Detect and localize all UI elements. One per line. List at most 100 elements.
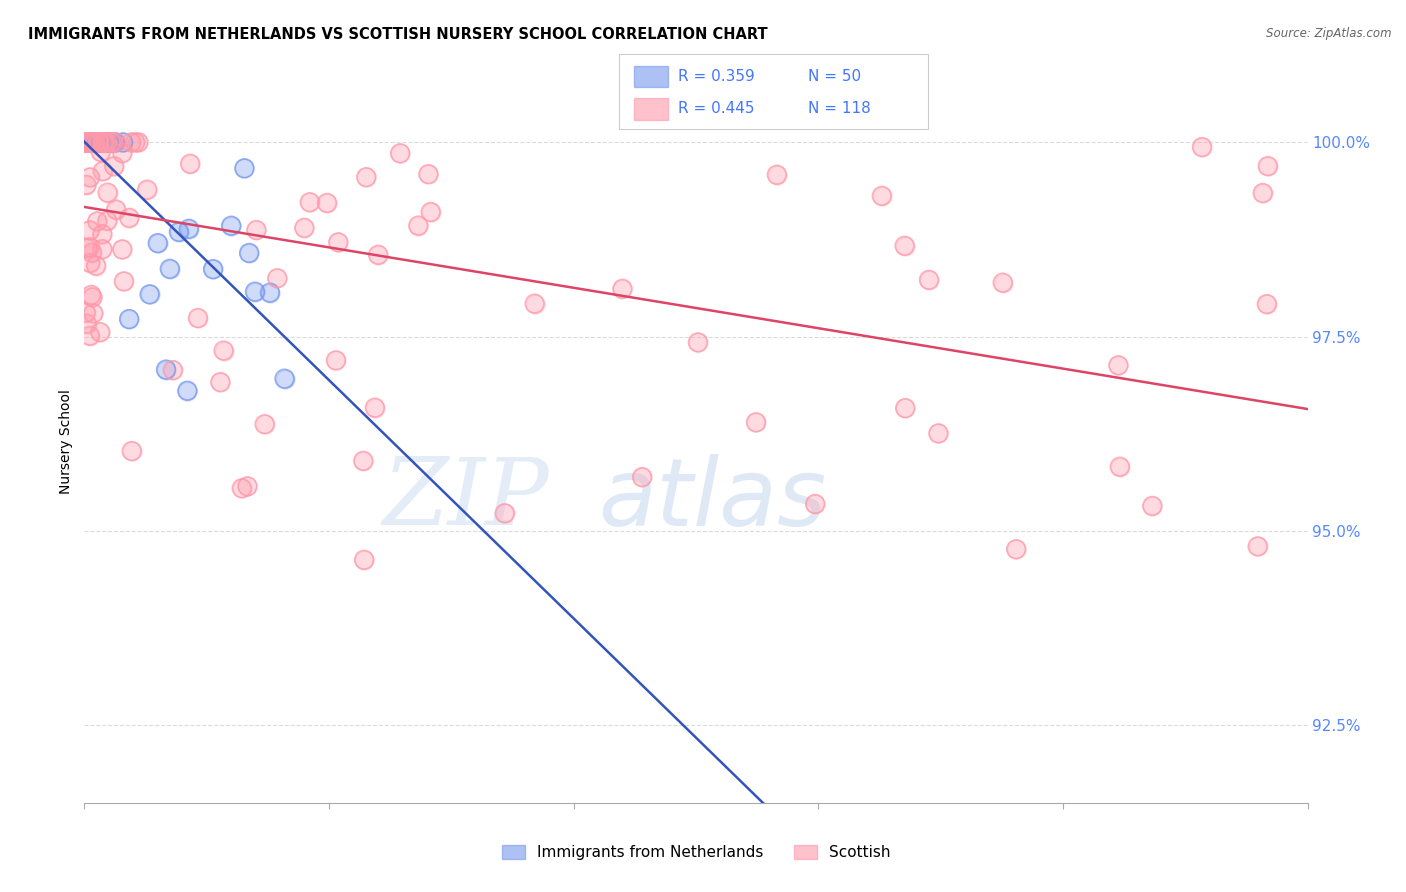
Point [104,136,127,150]
Point [82,306,104,320]
Point [82,136,104,150]
Point [77,136,100,150]
Point [75,136,97,150]
Point [82,136,104,150]
Point [894,401,917,416]
Point [100,136,122,150]
Point [77,136,100,150]
Point [273,372,295,386]
Point [98,136,121,150]
Point [87,136,110,150]
Point [243,285,266,299]
Point [686,335,709,350]
Point [77,136,100,150]
Point [266,271,288,285]
Point [1251,186,1274,200]
Point [98,136,121,150]
Point [91,242,114,256]
Point [316,196,339,211]
Point [1257,159,1279,173]
Point [97,136,120,150]
Point [103,159,125,173]
Point [79,170,101,185]
Point [79,256,101,270]
Point [325,353,347,368]
Point [89,136,111,150]
Point [870,189,893,203]
Point [93,136,115,150]
Point [80,136,103,150]
Point [177,221,200,235]
Point [84,259,107,273]
Point [118,211,141,225]
Point [91,136,114,150]
Point [84,136,107,150]
Point [82,290,104,304]
Point [79,136,101,150]
Point [93,136,115,150]
Point [80,136,103,150]
Point [136,183,159,197]
Point [75,136,97,150]
Point [219,219,242,233]
Point [86,136,108,150]
Point [91,227,114,242]
Point [76,136,98,150]
Point [91,242,114,256]
Point [98,136,121,150]
Point [90,145,112,159]
Point [84,136,107,150]
Point [77,136,100,150]
Point [612,282,634,296]
Point [96,214,118,228]
Point [76,241,98,255]
Point [77,136,100,150]
Point [176,384,198,398]
Point [75,136,97,150]
Point [77,136,100,150]
Point [354,170,377,185]
Point [89,136,111,150]
Point [90,136,112,150]
Point [631,470,654,484]
Point [894,401,917,416]
Point [124,136,146,150]
Point [82,136,104,150]
Point [155,362,177,376]
Point [87,136,110,150]
Point [212,343,235,358]
Point [77,136,100,150]
Point [91,227,114,242]
Point [111,136,134,150]
Point [631,470,654,484]
Point [82,136,104,150]
Point [91,164,114,178]
Point [90,136,112,150]
Point [1191,140,1213,154]
Text: Source: ZipAtlas.com: Source: ZipAtlas.com [1267,27,1392,40]
Point [187,311,209,326]
Point [79,136,101,150]
Point [79,136,101,150]
Point [354,170,377,185]
Point [927,426,949,441]
Point [136,183,159,197]
Point [89,136,111,150]
Point [83,136,105,150]
Text: R = 0.359: R = 0.359 [678,70,755,84]
Point [1142,499,1164,513]
Point [89,136,111,150]
Point [118,312,141,326]
Point [298,195,321,210]
Point [100,136,122,150]
Point [80,288,103,302]
Point [82,136,104,150]
Point [89,136,111,150]
Point [1005,542,1028,557]
Point [77,136,100,150]
Point [84,136,107,150]
Point [273,372,295,386]
Point [76,136,98,150]
Point [77,136,100,150]
Point [75,136,97,150]
